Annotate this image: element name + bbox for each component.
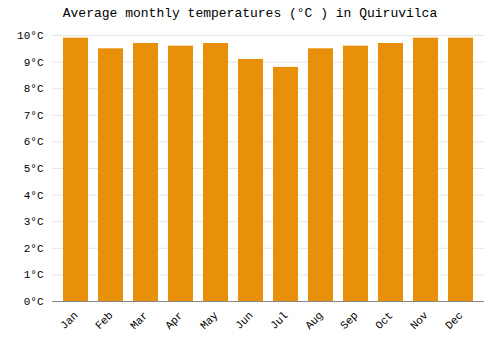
svg-text:7°C: 7°C: [24, 110, 44, 122]
svg-text:Aug: Aug: [303, 309, 325, 331]
svg-text:May: May: [198, 309, 221, 332]
svg-text:5°C: 5°C: [24, 163, 44, 175]
svg-text:10°C: 10°C: [17, 30, 44, 42]
svg-text:Apr: Apr: [163, 309, 185, 331]
svg-text:Jun: Jun: [233, 309, 255, 331]
svg-text:6°C: 6°C: [24, 136, 44, 148]
svg-text:2°C: 2°C: [24, 243, 44, 255]
html-text:Average monthly temperatures (: Average monthly temperatures (°C ) in Qu…: [62, 6, 438, 21]
svg-text:4°C: 4°C: [24, 190, 44, 202]
svg-text:8°C: 8°C: [24, 83, 44, 95]
svg-text:3°C: 3°C: [24, 216, 44, 228]
svg-text:1°C: 1°C: [24, 269, 44, 281]
svg-text:Oct: Oct: [373, 309, 395, 331]
svg-text:Nov: Nov: [408, 309, 431, 332]
svg-text:Feb: Feb: [93, 309, 115, 331]
svg-text:Jan: Jan: [58, 309, 80, 331]
svg-text:Dec: Dec: [443, 309, 465, 331]
svg-text:Sep: Sep: [338, 309, 360, 331]
svg-text:Mar: Mar: [128, 309, 150, 331]
svg-text:Jul: Jul: [268, 309, 290, 331]
svg-text:9°C: 9°C: [24, 57, 44, 69]
svg-text:0°C: 0°C: [24, 296, 44, 308]
